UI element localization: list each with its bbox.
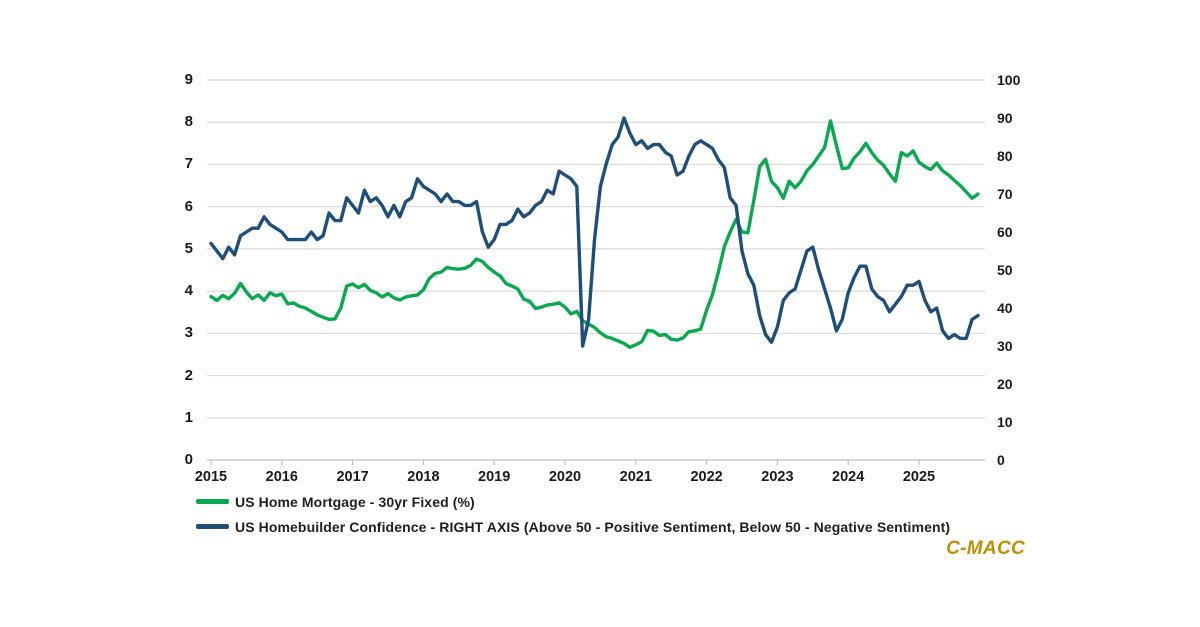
right-axis-tick-50: 50 bbox=[997, 262, 1013, 278]
right-axis-tick-60: 60 bbox=[997, 224, 1013, 240]
left-axis-tick-3: 3 bbox=[184, 324, 193, 342]
left-axis-tick-6: 6 bbox=[184, 197, 193, 215]
left-axis-tick-5: 5 bbox=[184, 239, 193, 257]
left-axis-tick-1: 1 bbox=[184, 408, 193, 426]
left-axis-tick-8: 8 bbox=[184, 113, 193, 131]
series-line-0 bbox=[209, 119, 980, 349]
left-axis-tick-4: 4 bbox=[184, 282, 193, 300]
plot-area bbox=[207, 79, 985, 465]
left-axis-tick-7: 7 bbox=[184, 155, 193, 173]
right-axis-tick-20: 20 bbox=[997, 376, 1013, 392]
mortgage-series-swatch-icon bbox=[196, 499, 229, 504]
right-axis-tick-70: 70 bbox=[997, 186, 1013, 202]
right-axis-tick-40: 40 bbox=[997, 300, 1013, 316]
homebuilder-series-label: US Homebuilder Confidence - RIGHT AXIS (… bbox=[235, 518, 951, 535]
left-axis-tick-2: 2 bbox=[184, 366, 193, 384]
legend: US Home Mortgage - 30yr Fixed (%) US Hom… bbox=[196, 489, 950, 539]
left-axis-tick-0: 0 bbox=[184, 451, 193, 468]
right-axis-tick-30: 30 bbox=[997, 338, 1013, 354]
right-axis-tick-0: 0 bbox=[997, 452, 1005, 468]
left-axis-tick-9: 9 bbox=[184, 71, 193, 88]
homebuilder-series-swatch-icon bbox=[196, 524, 229, 529]
right-axis-tick-90: 90 bbox=[997, 110, 1013, 126]
right-axis-tick-10: 10 bbox=[997, 414, 1013, 430]
right-axis-tick-80: 80 bbox=[997, 148, 1013, 164]
mortgage-series-label: US Home Mortgage - 30yr Fixed (%) bbox=[235, 493, 475, 510]
cmacc-logo: C-MACC bbox=[946, 538, 1025, 559]
legend-item-homebuilder-confidence: US Homebuilder Confidence - RIGHT AXIS (… bbox=[196, 514, 950, 539]
right-axis-tick-100: 100 bbox=[997, 72, 1021, 88]
series-line-1 bbox=[209, 116, 980, 348]
legend-item-mortgage: US Home Mortgage - 30yr Fixed (%) bbox=[196, 489, 950, 514]
